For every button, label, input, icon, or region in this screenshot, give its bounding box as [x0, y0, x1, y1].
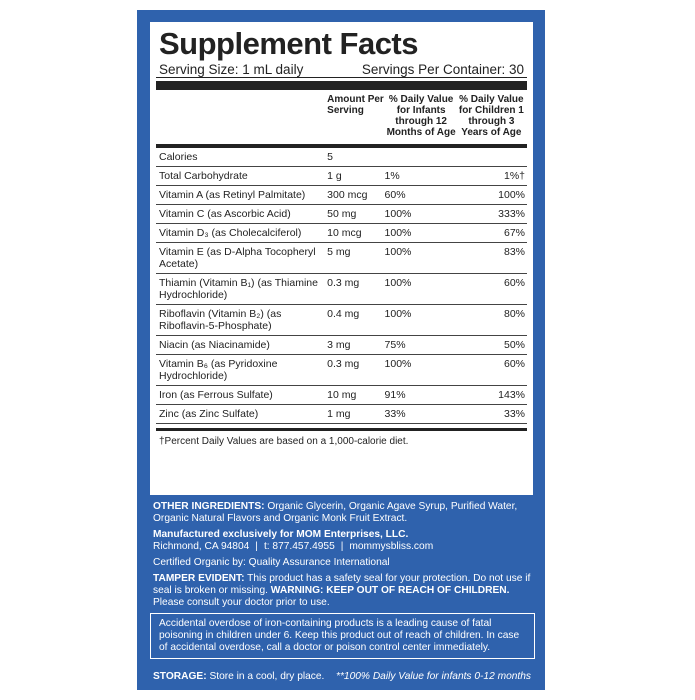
warning: WARNING: KEEP OUT OF REACH OF CHILDREN. [270, 585, 510, 596]
ingredients: OTHER INGREDIENTS: Organic Glycerin, Org… [153, 501, 531, 525]
phone: t: 877.457.4955 [263, 541, 335, 552]
children: 33% [503, 408, 525, 420]
name: Zinc (as Zinc Sulfate) [159, 408, 259, 420]
children: 83% [503, 246, 525, 258]
serving-info: Serving Size: 1 mL daily Servings Per Co… [156, 62, 527, 78]
amount: 50 mg [327, 208, 357, 220]
empty-cell [385, 151, 458, 163]
name: Vitamin D₃ (as Cholecalciferol) [159, 227, 302, 239]
infants: 100% [384, 208, 412, 220]
serving-size: Serving Size: 1 mL daily [159, 62, 304, 77]
nutrient-row: Riboflavin (Vitamin B₂) (as Riboflavin-5… [156, 305, 527, 336]
manufacturer: Manufactured exclusively for MOM Enterpr… [153, 529, 531, 553]
infants: 100% [384, 358, 412, 370]
children: 60% [503, 277, 525, 289]
name: Total Carbohydrate [159, 170, 248, 182]
text: Organic Glycerin, Organic Agave Syrup, P… [153, 501, 518, 524]
amount: 300 mcg [327, 189, 368, 201]
overdose-warning: Accidental overdose of iron-containing p… [150, 613, 535, 659]
name: Calories [159, 151, 198, 163]
amount: 5 mg [327, 246, 351, 258]
infants: 100% [384, 277, 412, 289]
nutrient-row: Calories 5 [156, 148, 527, 167]
infants: 1% [384, 170, 400, 182]
empty-cell [458, 151, 527, 163]
name: Vitamin B₆ (as Pyridoxine Hydrochloride) [159, 358, 278, 382]
nutrient-row: Iron (as Ferrous Sulfate) 10 mg 91% 143% [156, 386, 527, 405]
title: Supplement Facts [159, 26, 419, 61]
nutrient-row: Vitamin B₆ (as Pyridoxine Hydrochloride)… [156, 355, 527, 386]
col-amount: Amount Per Serving [327, 94, 384, 116]
infants: 60% [384, 189, 406, 201]
children: 80% [503, 308, 525, 320]
name: Thiamin (Vitamin B₁) (as Thiamine Hydroc… [159, 277, 318, 301]
children: 333% [498, 208, 525, 220]
amount: 10 mg [327, 389, 357, 401]
children: 143% [498, 389, 525, 401]
storage: STORAGE: Store in a cool, dry place. **1… [153, 671, 531, 682]
tamper: TAMPER EVIDENT: This product has a safet… [153, 573, 531, 609]
amount: 0.3 mg [327, 358, 360, 370]
text: Manufactured exclusively for MOM Enterpr… [153, 529, 409, 540]
infants: 91% [384, 389, 406, 401]
name: Riboflavin (Vitamin B₂) (as Riboflavin-5… [159, 308, 282, 332]
amount: 5 [327, 151, 333, 163]
nutrient-row: Thiamin (Vitamin B₁) (as Thiamine Hydroc… [156, 274, 527, 305]
column-header: Amount Per Serving % Daily Value for Inf… [156, 90, 527, 148]
nutrient-row: Vitamin E (as D-Alpha Tocopheryl Acetate… [156, 243, 527, 274]
col-children: % Daily Value for Children 1 through 3 Y… [458, 94, 524, 138]
amount: 0.4 mg [327, 308, 360, 320]
advice: Please consult your doctor prior to use. [153, 597, 330, 608]
children: 100% [498, 189, 525, 201]
name: Iron (as Ferrous Sulfate) [159, 389, 273, 401]
amount: 1 mg [327, 408, 351, 420]
nutrient-row: Niacin (as Niacinamide) 3 mg 75% 50% [156, 336, 527, 355]
name: Vitamin A (as Retinyl Palmitate) [159, 189, 306, 201]
rows: Calories 5 Total Carbohydrate 1 g 1% 1%† Vitam… [156, 148, 527, 424]
facts-box: Supplement Facts Serving Size: 1 mL dail… [150, 22, 533, 495]
infants: 100% [384, 227, 412, 239]
infants: 33% [384, 408, 406, 420]
children: 67% [503, 227, 525, 239]
infants: 100% [384, 308, 412, 320]
label-panel: Supplement Facts Serving Size: 1 mL dail… [137, 10, 545, 690]
info: OTHER INGREDIENTS: Organic Glycerin, Org… [153, 501, 531, 613]
nutrient-row: Zinc (as Zinc Sulfate) 1 mg 33% 33% [156, 405, 527, 424]
infants: 75% [384, 339, 406, 351]
web: mommysbliss.com [349, 541, 434, 552]
infants: 100% [384, 246, 412, 258]
children: 1%† [503, 170, 525, 182]
separator: | [255, 541, 258, 552]
rule [156, 81, 527, 90]
nutrient-row: Vitamin A (as Retinyl Palmitate) 300 mcg 6… [156, 186, 527, 205]
servings: Servings Per Container: 30 [361, 62, 524, 77]
nutrient-row: Vitamin D₃ (as Cholecalciferol) 10 mcg 100… [156, 224, 527, 243]
label: STORAGE: [153, 671, 207, 682]
footnote: †Percent Daily Values are based on a 1,0… [156, 428, 527, 447]
nutrient-row: Total Carbohydrate 1 g 1% 1%† [156, 167, 527, 186]
text: This product has a safety seal for your … [153, 573, 531, 596]
nutrient-row: Vitamin C (as Ascorbic Acid) 50 mg 100% 333… [156, 205, 527, 224]
note: **100% Daily Value for infants 0-12 mont… [336, 671, 531, 682]
separator: | [340, 541, 344, 552]
children: 50% [503, 339, 525, 351]
col-infants: % Daily Value for Infants through 12 Mon… [386, 94, 456, 138]
amount: 3 mg [327, 339, 351, 351]
amount: 0.3 mg [327, 277, 360, 289]
amount: 1 g [327, 170, 342, 182]
certified: Certified Organic by: Quality Assurance … [153, 557, 390, 568]
label: OTHER INGREDIENTS: [153, 501, 265, 512]
address: Richmond, CA 94804 [153, 541, 250, 552]
name: Vitamin C (as Ascorbic Acid) [159, 208, 291, 220]
name: Niacin (as Niacinamide) [159, 339, 270, 351]
label: TAMPER EVIDENT: [153, 573, 245, 584]
text: Store in a cool, dry place. [209, 671, 325, 682]
children: 60% [503, 358, 525, 370]
name: Vitamin E (as D-Alpha Tocopheryl Acetate… [159, 246, 316, 270]
amount: 10 mcg [327, 227, 362, 239]
